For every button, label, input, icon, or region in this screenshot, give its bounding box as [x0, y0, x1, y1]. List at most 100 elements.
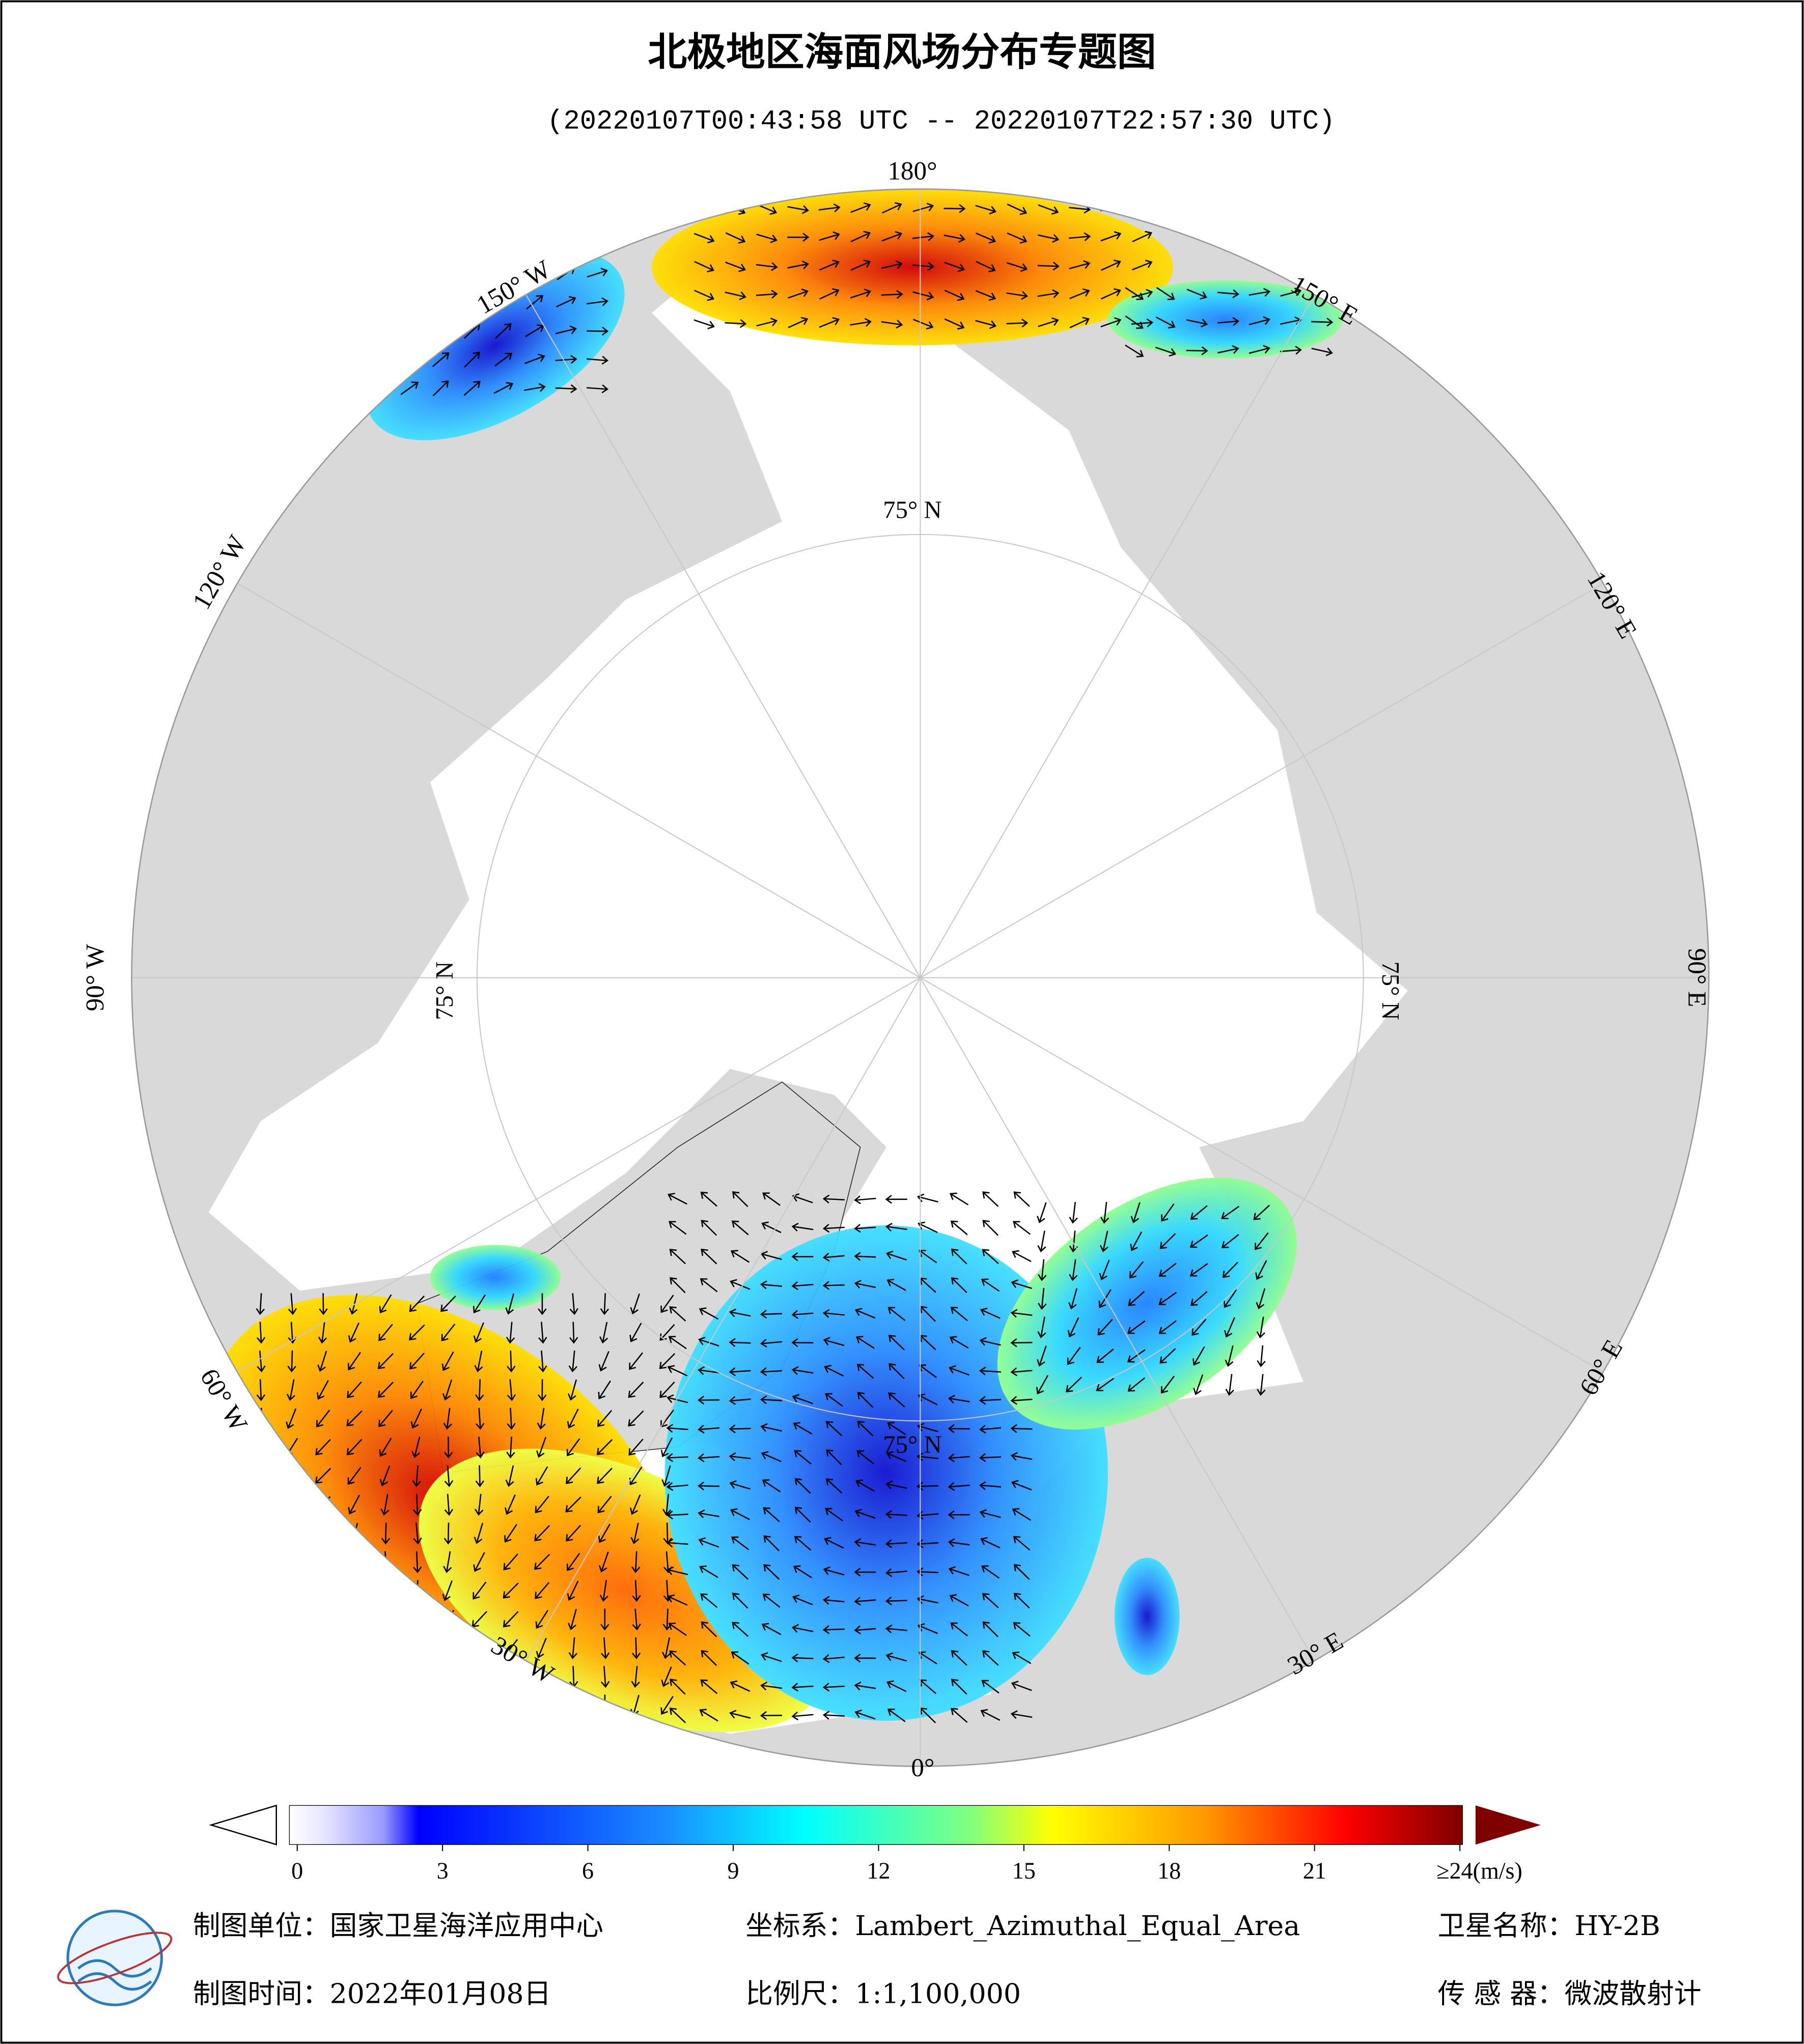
footer-text: 制图单位：国家卫星海洋应用中心	[193, 1910, 603, 1942]
wind-arrow	[586, 297, 608, 306]
wind-arrow	[792, 1193, 813, 1203]
wind-arrow	[730, 1279, 751, 1290]
wind-arrow	[881, 260, 903, 269]
wind-arrow	[1100, 231, 1122, 242]
wind-arrow	[982, 1650, 999, 1666]
wind-arrow	[1006, 318, 1029, 328]
meridian	[525, 294, 921, 978]
wind-arrow	[598, 1523, 611, 1543]
wind-arrow	[599, 1551, 609, 1573]
wind-arrow	[411, 1437, 421, 1459]
wind-arrow	[1161, 1376, 1175, 1394]
wind-arrow	[538, 1379, 547, 1402]
wind-arrow	[495, 323, 512, 339]
wind-arrow	[950, 1306, 968, 1322]
wind-arrow	[787, 288, 809, 299]
wind-arrow	[597, 1410, 613, 1427]
wind-arrow	[887, 1709, 906, 1722]
wind-arrow	[1096, 1349, 1114, 1363]
meridian	[920, 582, 1604, 978]
wind-arrow	[885, 1480, 907, 1490]
wind-arrow	[698, 1509, 720, 1519]
wind-arrow	[951, 1678, 967, 1695]
wind-arrow	[586, 384, 609, 394]
colorbar-tick-label: 12	[867, 1858, 890, 1884]
wind-arrow	[1217, 289, 1240, 298]
meridian	[237, 977, 921, 1373]
wind-arrow	[1311, 347, 1333, 356]
wind-arrow	[317, 1351, 327, 1372]
meridian	[920, 977, 1604, 1373]
wind-arrow	[885, 1597, 907, 1606]
wind-arrow	[701, 1621, 717, 1637]
wind-arrow	[917, 1452, 939, 1462]
wind-arrow	[600, 1666, 610, 1688]
wind-arrow	[950, 1220, 968, 1236]
wind-arrow	[670, 1678, 686, 1695]
wind-arrow	[630, 1522, 640, 1545]
wind-arrow	[599, 1322, 608, 1344]
logo-waves	[77, 1959, 152, 1991]
wind-arrow	[586, 326, 609, 336]
wind-arrow	[1190, 1291, 1208, 1306]
wind-arrow	[597, 1467, 613, 1484]
wind-arrow	[979, 1509, 1001, 1518]
wind-arrow	[1036, 1375, 1049, 1395]
wind-arrow	[410, 1381, 424, 1399]
wind-arrow	[566, 1553, 580, 1571]
wind-arrow	[1100, 317, 1122, 328]
wind-arrow	[667, 1394, 688, 1404]
wind-arrow	[889, 1363, 905, 1380]
wind-arrow	[669, 1650, 686, 1666]
wind-arrow	[950, 1622, 968, 1637]
latitude-label: 75° N	[1377, 961, 1404, 1020]
wind-arrow	[413, 1522, 422, 1545]
wind-arrow	[629, 1352, 643, 1370]
wind-arrow	[1225, 1345, 1234, 1367]
wind-arrow	[729, 1338, 751, 1347]
wind-arrow	[822, 1224, 845, 1233]
wind-arrow	[567, 1409, 579, 1429]
wind-arrow	[666, 1453, 688, 1462]
wind-arrow	[760, 1280, 783, 1290]
wind-arrow	[1257, 1374, 1266, 1396]
wind-arrow	[732, 1191, 748, 1208]
wind-arrow	[700, 1593, 718, 1608]
wind-arrow	[698, 1366, 720, 1375]
wind-arrow	[1159, 1348, 1176, 1364]
wind-arrow	[850, 259, 871, 271]
wind-arrow	[794, 1536, 812, 1551]
wind-arrow	[409, 1295, 425, 1312]
wind-arrow	[951, 1650, 967, 1666]
wind-arrow	[1037, 234, 1060, 243]
wind-arrow	[1010, 1424, 1033, 1433]
wind-arrow	[1189, 1263, 1208, 1277]
wind-arrow	[475, 1465, 485, 1488]
wind-arrow	[885, 1539, 907, 1549]
wind-arrow	[699, 1307, 719, 1320]
wind-arrow	[1221, 1206, 1240, 1219]
wind-arrow	[854, 1508, 876, 1519]
wind-arrow	[1156, 287, 1175, 300]
wind-arrow	[668, 1192, 687, 1205]
wind-arrow	[855, 1336, 875, 1349]
wind-arrow	[378, 1410, 393, 1427]
wind-arrow	[667, 1365, 688, 1377]
wind-arrow	[822, 1683, 845, 1692]
colorbar-tick-label: 21	[1303, 1858, 1326, 1884]
wind-arrow	[440, 1295, 456, 1312]
wind-arrow	[412, 1465, 422, 1488]
wind-arrow	[1069, 232, 1091, 241]
wind-arrow	[951, 1707, 968, 1723]
wind-arrow	[432, 380, 449, 397]
wind-arrow	[1191, 1319, 1207, 1336]
latitude-label: 75° N	[883, 496, 941, 523]
wind-arrow	[729, 1396, 751, 1405]
wind-arrow	[444, 1494, 454, 1516]
wind-arrow	[791, 1683, 814, 1692]
wind-arrow	[566, 1525, 581, 1542]
wind-arrow	[975, 320, 997, 329]
wind-arrow	[855, 1479, 875, 1492]
wind-arrow	[763, 1564, 780, 1580]
wind-arrow	[598, 1351, 609, 1372]
